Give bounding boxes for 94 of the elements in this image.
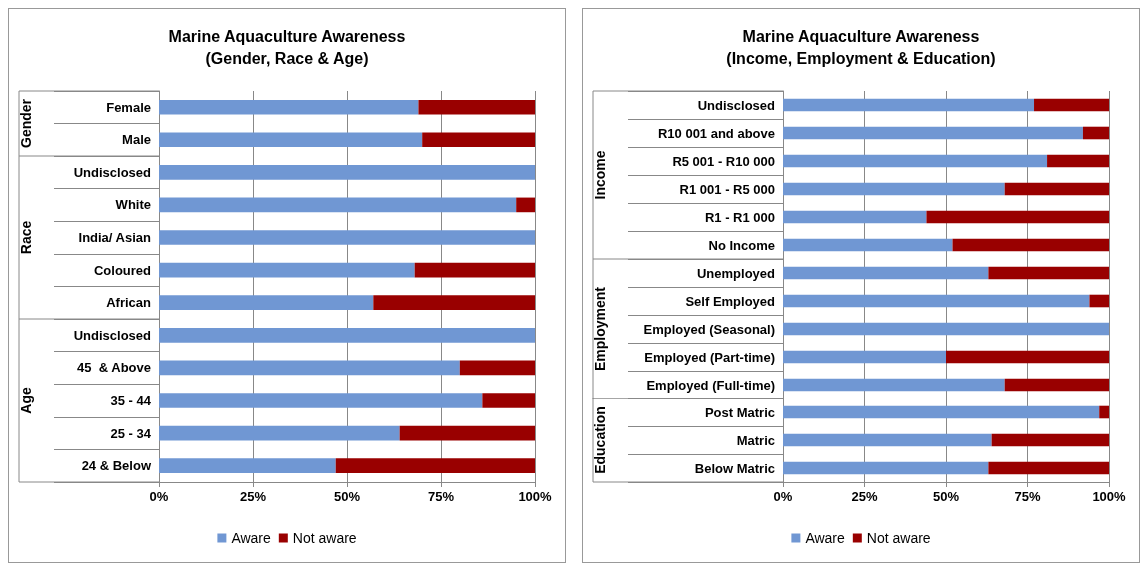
bar: [783, 238, 953, 252]
bar: [988, 461, 1109, 475]
x-tick-label: 75%: [427, 489, 455, 505]
bar: [1089, 294, 1109, 307]
bar: [459, 360, 535, 376]
x-tick-label: 50%: [333, 489, 361, 505]
bar: [159, 328, 535, 343]
chart-subtitle: (Income, Employment & Education): [726, 49, 996, 67]
bar: [373, 295, 535, 311]
bar: [1004, 182, 1109, 196]
y-tick-label: Below Matric: [694, 460, 775, 476]
y-tick-label: Employed (Full-time): [646, 377, 775, 393]
legend-label: Not aware: [866, 530, 931, 547]
x-tick-label: 50%: [932, 489, 960, 505]
y-tick-label: 24 & Below: [81, 458, 152, 474]
legend-label: Aware: [805, 530, 846, 547]
y-tick-label: R1 - R1 000: [704, 209, 775, 225]
bar: [783, 405, 1100, 419]
bar: [159, 425, 400, 441]
y-tick-label: R5 001 - R10 000: [672, 153, 775, 169]
bar: [335, 458, 535, 474]
y-tick-label: 45 & Above: [77, 360, 151, 376]
bar: [783, 98, 1035, 112]
bar: [783, 378, 1005, 391]
x-tick-label: 75%: [1014, 489, 1041, 505]
bar: [399, 425, 535, 441]
y-tick-label: R1 001 - R5 000: [679, 181, 775, 197]
bar: [783, 126, 1083, 140]
bar: [159, 230, 535, 245]
bar: [783, 433, 992, 447]
x-tick-label: 25%: [239, 489, 267, 505]
bar: [1034, 98, 1109, 112]
y-tick-label: African: [106, 295, 152, 311]
chart-title: Marine Aquaculture Awareness: [742, 27, 980, 45]
x-tick-label: 0%: [773, 489, 793, 505]
bar: [1099, 405, 1109, 419]
y-tick-label: Coloured: [93, 262, 152, 278]
bar: [991, 433, 1109, 447]
chart-title: Marine Aquaculture Awareness: [168, 27, 406, 45]
bar: [926, 210, 1109, 224]
y-tick-label: No Income: [708, 237, 775, 253]
y-tick-label: Undisclosed: [73, 327, 152, 343]
bar: [946, 350, 1109, 363]
bar: [159, 393, 483, 408]
y-tick-label: Undisclosed: [73, 164, 152, 180]
bar: [783, 294, 1090, 307]
y-axis-title: Employment: [592, 286, 608, 371]
bar: [783, 210, 927, 224]
legend-label: Not aware: [292, 530, 357, 547]
x-tick-label: 25%: [851, 489, 878, 505]
y-tick-label: Undisclosed: [697, 97, 776, 113]
bar: [783, 461, 989, 475]
chart-subtitle: (Gender, Race & Age): [205, 49, 369, 67]
bar: [159, 458, 336, 474]
y-axis-title: Education: [592, 406, 608, 475]
bar: [783, 154, 1048, 168]
y-tick-label: Unemployed: [696, 265, 776, 281]
bar: [1082, 126, 1109, 140]
y-axis-title: Income: [592, 150, 608, 200]
y-tick-label: Post Matric: [704, 404, 775, 420]
y-tick-label: Employed (Seasonal): [643, 321, 775, 337]
bar: [159, 295, 374, 311]
y-tick-label: Self Employed: [685, 293, 776, 309]
bar: [783, 350, 946, 363]
bar: [952, 238, 1109, 252]
bar: [159, 262, 415, 278]
bar: [988, 266, 1109, 279]
y-tick-label: R10 001 and above: [657, 125, 775, 141]
y-axis-title: Age: [18, 387, 34, 414]
y-axis-title: Gender: [18, 98, 34, 149]
bar: [783, 266, 989, 279]
y-tick-label: Employed (Part-time): [644, 349, 775, 365]
y-tick-label: India/ Asian: [78, 230, 152, 246]
legend-label: Aware: [231, 530, 272, 547]
y-tick-label: Female: [106, 99, 151, 115]
x-tick-label: 100%: [518, 489, 553, 505]
bar: [783, 322, 1109, 335]
y-tick-label: Male: [122, 132, 151, 148]
bar: [1047, 154, 1109, 168]
x-tick-label: 0%: [149, 489, 169, 505]
y-tick-label: 25 - 34: [110, 425, 152, 441]
y-tick-label: 35 - 44: [110, 393, 152, 409]
y-tick-label: Matric: [736, 432, 775, 448]
bar: [516, 197, 535, 213]
bar: [482, 393, 535, 408]
y-tick-label: White: [115, 197, 151, 213]
bar: [1004, 378, 1109, 391]
bar: [783, 182, 1005, 196]
bar: [159, 165, 535, 180]
bar: [159, 197, 517, 213]
bar: [414, 262, 535, 278]
bar: [159, 360, 460, 376]
y-axis-title: Race: [18, 220, 34, 255]
x-tick-label: 100%: [1092, 489, 1127, 505]
